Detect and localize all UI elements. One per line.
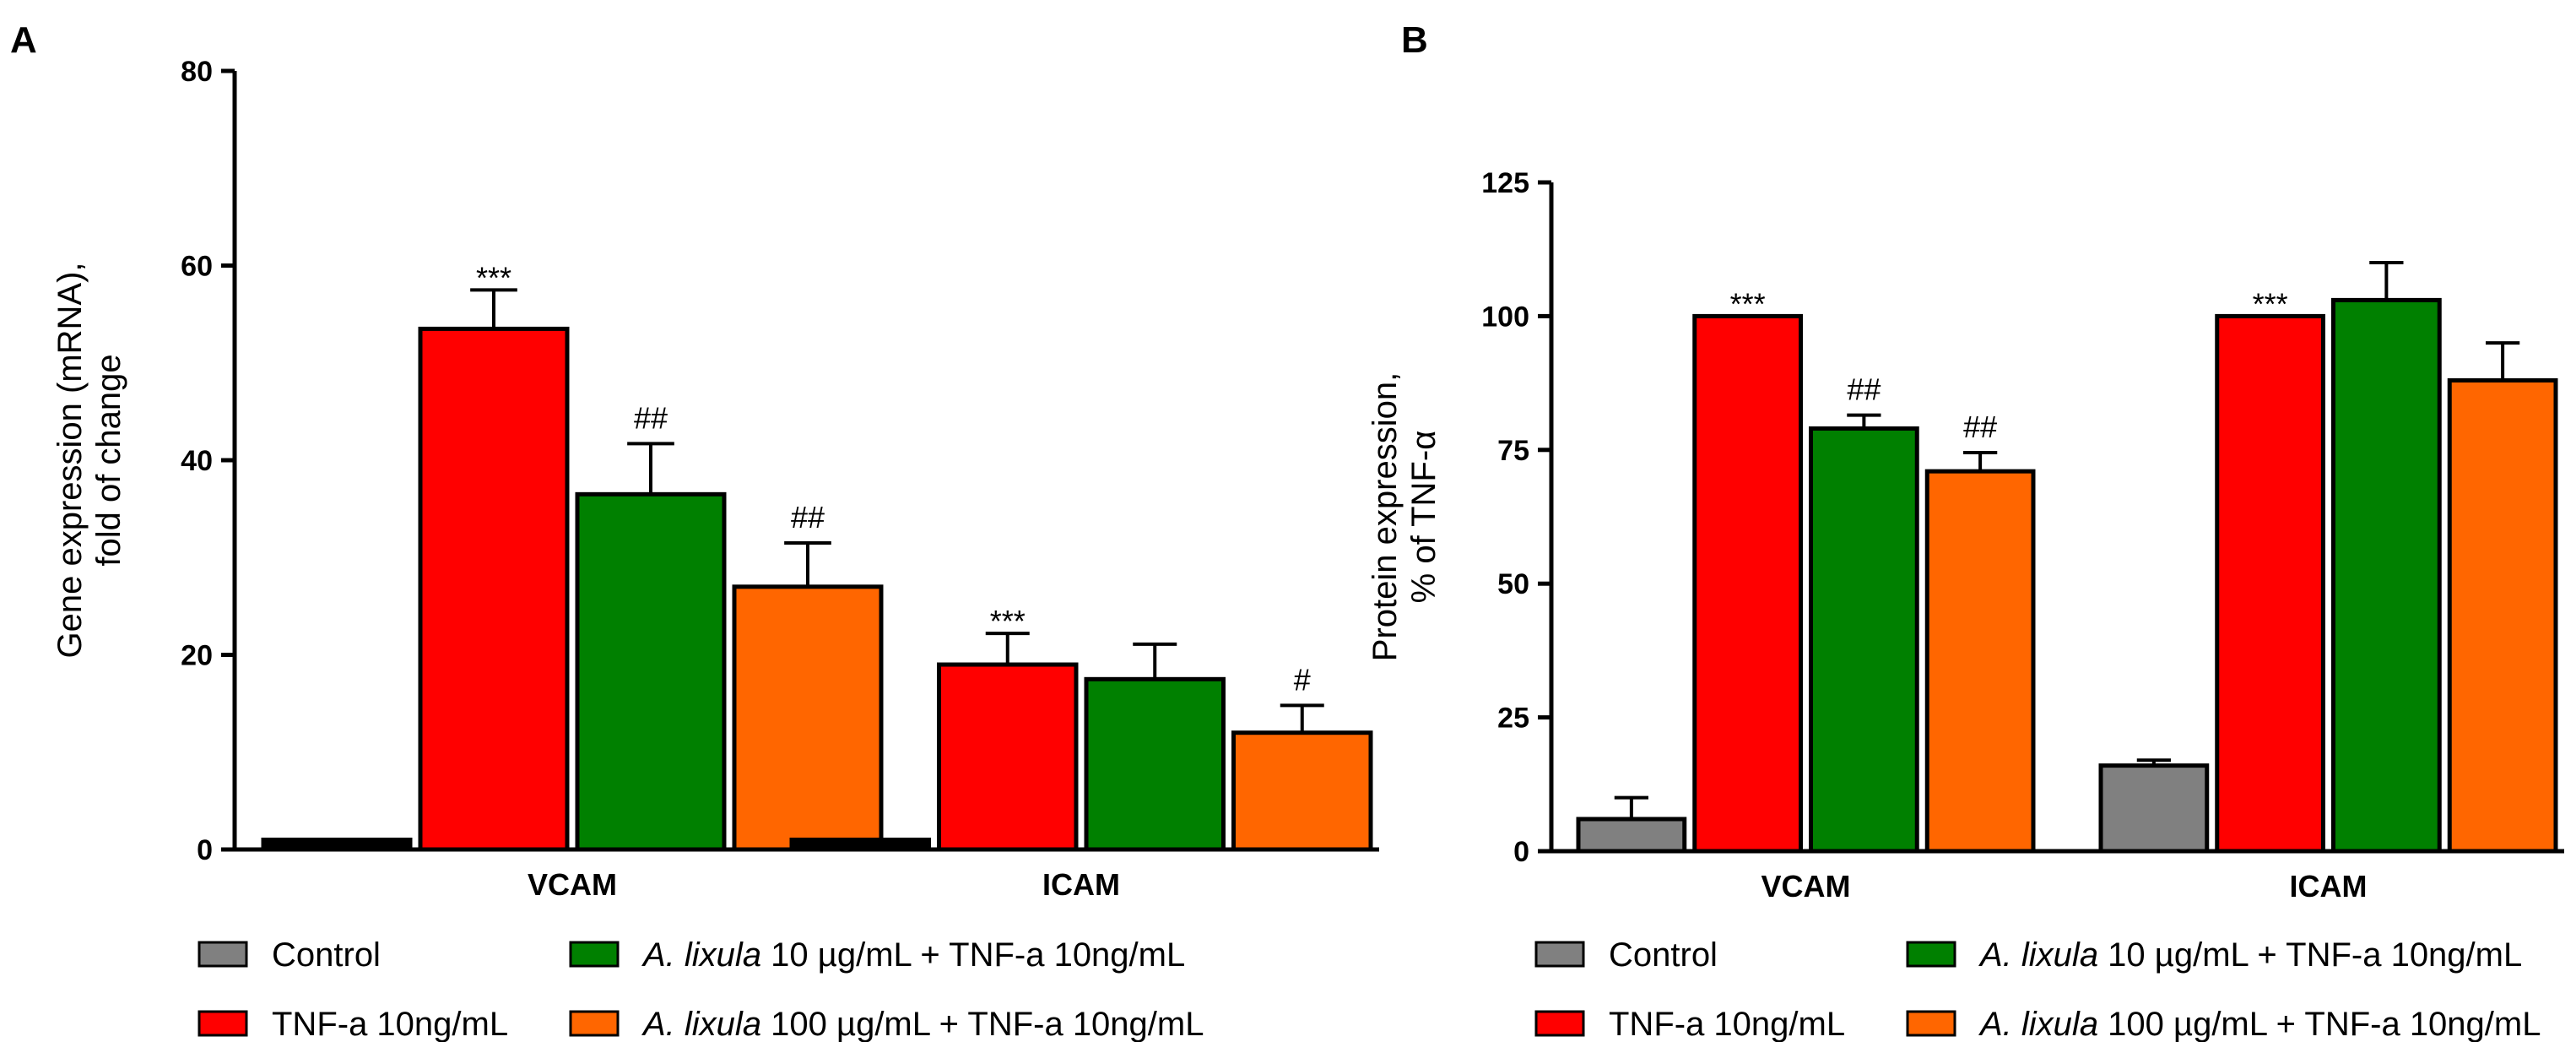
legend-swatch bbox=[198, 941, 248, 968]
y-tick-label: 40 bbox=[181, 445, 213, 477]
y-tick-label: 75 bbox=[1497, 435, 1529, 467]
panel-a: A *** ## ## VCAM *** # ICAM 0 20 40 60 80 Gene expres… bbox=[10, 19, 1379, 1042]
bar bbox=[1924, 469, 2036, 854]
significance-label: ## bbox=[1847, 372, 1881, 407]
y-tick-label: 125 bbox=[1481, 167, 1529, 199]
y-tick-label: 0 bbox=[197, 834, 213, 866]
bar bbox=[1231, 730, 1373, 852]
legend-text: 10 µg/mL + TNF-a 10ng/mL bbox=[761, 936, 1185, 974]
legend-swatch bbox=[569, 1010, 620, 1037]
bar bbox=[1809, 426, 1919, 854]
y-axis-label-line: % of TNF-α bbox=[1405, 431, 1442, 604]
legend-text: TNF-a 10ng/mL bbox=[272, 1006, 508, 1042]
bar bbox=[937, 662, 1079, 852]
significance-label: ## bbox=[791, 500, 825, 535]
legend-label: A. lixula 10 µg/mL + TNF-a 10ng/mL bbox=[641, 936, 1185, 974]
legend-italic: A. lixula bbox=[1978, 1006, 2098, 1042]
legend-italic: A. lixula bbox=[1978, 936, 2098, 974]
y-axis-label-line: Protein expression, bbox=[1366, 372, 1404, 661]
y-tick-label: 60 bbox=[181, 251, 213, 283]
y-tick-label: 25 bbox=[1497, 703, 1529, 735]
legend: Control A. lixula 10 µg/mL + TNF-a 10ng/m… bbox=[1534, 936, 2541, 1042]
legend-italic: A. lixula bbox=[641, 1006, 761, 1042]
bar bbox=[1576, 817, 1687, 854]
legend-label: Control bbox=[272, 936, 381, 974]
legend-label: TNF-a 10ng/mL bbox=[1609, 1006, 1845, 1042]
y-tick-label: 80 bbox=[181, 56, 213, 88]
x-tick-label: VCAM bbox=[1762, 869, 1851, 904]
legend-swatch bbox=[1534, 941, 1585, 968]
y-tick-label: 50 bbox=[1497, 568, 1529, 600]
legend-text: 100 µg/mL + TNF-a 10ng/mL bbox=[2098, 1006, 2541, 1042]
panel-letter: A bbox=[10, 19, 37, 61]
legend-label: TNF-a 10ng/mL bbox=[272, 1006, 508, 1042]
legend-label: A. lixula 100 µg/mL + TNF-a 10ng/mL bbox=[641, 1006, 1204, 1042]
significance-label: ## bbox=[1963, 410, 1997, 444]
bar bbox=[2447, 377, 2558, 854]
legend-text: 10 µg/mL + TNF-a 10ng/mL bbox=[2098, 936, 2522, 974]
significance-label: *** bbox=[2253, 286, 2288, 321]
y-tick-label: 0 bbox=[1513, 836, 1529, 868]
significance-label: *** bbox=[990, 604, 1026, 638]
bar bbox=[1084, 676, 1226, 852]
y-axis-label-line: fold of change bbox=[90, 354, 127, 566]
legend-swatch bbox=[1534, 1010, 1585, 1037]
x-tick-label: VCAM bbox=[528, 867, 617, 902]
bar bbox=[575, 491, 727, 852]
x-tick-label: ICAM bbox=[2290, 869, 2368, 904]
legend-label: A. lixula 10 µg/mL + TNF-a 10ng/mL bbox=[1978, 936, 2522, 974]
x-tick-label: ICAM bbox=[1042, 867, 1120, 902]
legend-text: Control bbox=[1609, 936, 1718, 974]
panel-b: B *** ## ## VCAM *** ICAM 0 25 50 75 100 125 Protein … bbox=[1366, 19, 2564, 1042]
y-tick-label: 100 bbox=[1481, 301, 1529, 333]
legend-swatch bbox=[1906, 1010, 1956, 1037]
bar bbox=[2098, 763, 2210, 854]
legend-label: A. lixula 100 µg/mL + TNF-a 10ng/mL bbox=[1978, 1006, 2541, 1042]
y-axis-label: Protein expression,% of TNF-α bbox=[1366, 372, 1442, 661]
significance-label: ## bbox=[634, 400, 668, 435]
legend-text: TNF-a 10ng/mL bbox=[1609, 1006, 1845, 1042]
bar bbox=[732, 584, 884, 852]
legend: Control A. lixula 10 µg/mL + TNF-a 10ng/m… bbox=[198, 936, 1204, 1042]
bar bbox=[418, 326, 570, 852]
y-tick-label: 20 bbox=[181, 640, 213, 672]
significance-label: *** bbox=[1730, 286, 1766, 321]
legend-swatch bbox=[1906, 941, 1956, 968]
legend-text: 100 µg/mL + TNF-a 10ng/mL bbox=[761, 1006, 1204, 1042]
legend-swatch bbox=[569, 941, 620, 968]
y-axis-label: Gene expression (mRNA),fold of change bbox=[51, 262, 127, 658]
bar bbox=[2215, 313, 2325, 854]
legend-swatch bbox=[198, 1010, 248, 1037]
legend-label: Control bbox=[1609, 936, 1718, 974]
bar bbox=[1692, 313, 1803, 854]
y-axis-label-line: Gene expression (mRNA), bbox=[51, 262, 89, 658]
legend-text: Control bbox=[272, 936, 381, 974]
legend-italic: A. lixula bbox=[641, 936, 761, 974]
significance-label: # bbox=[1294, 662, 1311, 697]
bar bbox=[2331, 297, 2442, 854]
panel-letter: B bbox=[1401, 19, 1428, 61]
significance-label: *** bbox=[476, 260, 511, 295]
